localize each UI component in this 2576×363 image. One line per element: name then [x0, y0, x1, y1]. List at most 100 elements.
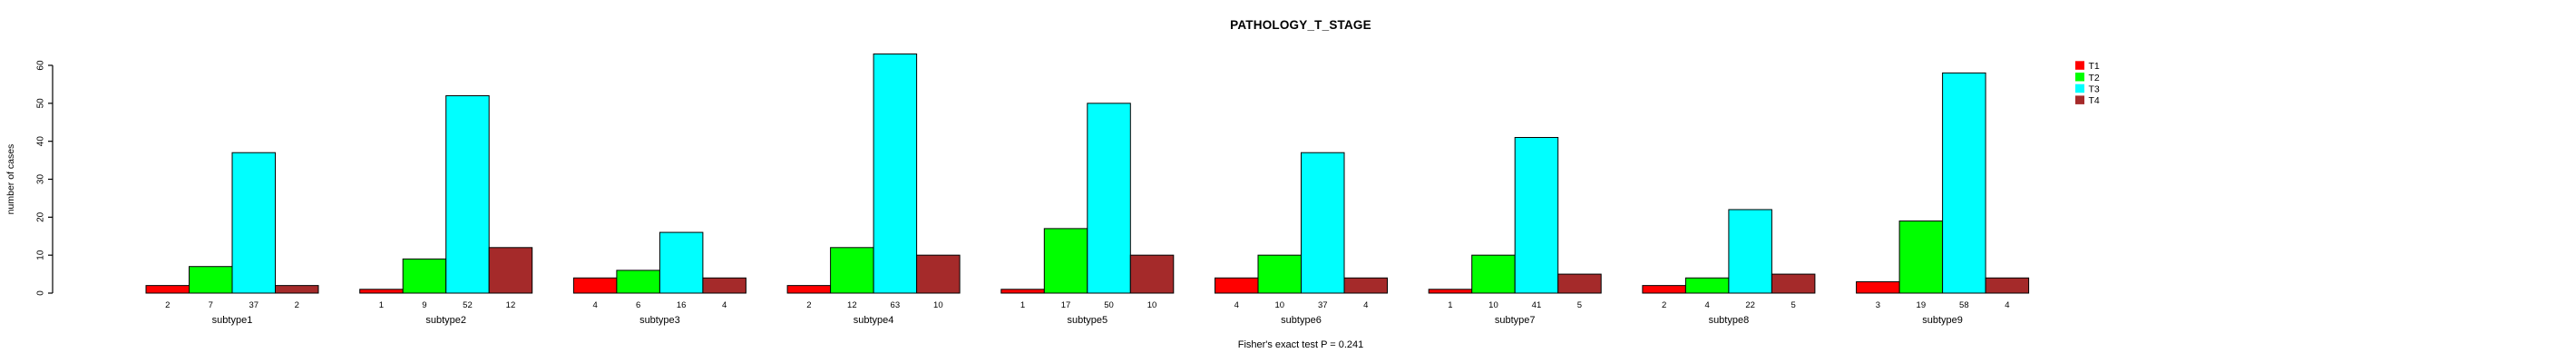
bar-subtype9-T3 — [1942, 72, 1986, 294]
y-tick-label: 20 — [36, 211, 46, 222]
category-label-subtype3: subtype3 — [639, 315, 680, 326]
bar-subtype2-T4 — [488, 247, 533, 294]
bar-value-labels: 2 7 37 2 1 9 52 12 4 6 16 4 2 12 63 10 1 17 50 10 4 10 37 4 1 10 4… — [165, 300, 2009, 310]
bar-value-label-subtype4-T1: 2 — [806, 300, 811, 310]
bar-subtype7-T1 — [1428, 289, 1473, 294]
legend-label-T2: T2 — [2089, 73, 2100, 83]
bar-subtype2-T3 — [445, 94, 490, 294]
bar-value-label-subtype4-T3: 63 — [891, 300, 901, 310]
y-tick-label: 60 — [36, 60, 46, 71]
fisher-test-annotation: Fisher's exact test P = 0.241 — [1238, 339, 1364, 350]
bar-subtype9-T4 — [1985, 277, 2030, 294]
bar-value-label-subtype1-T3: 37 — [249, 300, 259, 310]
bar-value-label-subtype6-T1: 4 — [1234, 300, 1239, 310]
bar-subtype6-T1 — [1215, 277, 1259, 294]
bar-subtype7-T3 — [1514, 136, 1559, 294]
legend-label-T1: T1 — [2089, 61, 2100, 72]
bar-subtype3-T3 — [659, 231, 704, 294]
y-tick-label: 0 — [36, 290, 46, 296]
bar-value-label-subtype7-T3: 41 — [1532, 300, 1542, 310]
bar-subtype8-T2 — [1684, 277, 1730, 294]
bar-subtype5-T1 — [1000, 289, 1045, 294]
bar-subtype8-T4 — [1771, 273, 1816, 294]
bar-value-label-subtype7-T4: 5 — [1577, 300, 1582, 310]
legend-swatch-T2 — [2075, 73, 2084, 82]
bar-value-label-subtype8-T1: 2 — [1662, 300, 1666, 310]
bar-value-label-subtype7-T2: 10 — [1488, 300, 1498, 310]
bar-value-label-subtype3-T3: 16 — [677, 300, 687, 310]
legend-swatch-T3 — [2075, 83, 2084, 93]
bar-value-label-subtype2-T2: 9 — [422, 300, 426, 310]
bar-value-label-subtype8-T2: 4 — [1705, 300, 1710, 310]
category-labels: subtype1 subtype2 subtype3 subtype4 subtype5… — [212, 315, 1963, 326]
bar-value-label-subtype4-T2: 12 — [847, 300, 857, 310]
category-label-subtype5: subtype5 — [1067, 315, 1107, 326]
legend-label-T4: T4 — [2089, 95, 2100, 106]
bar-value-label-subtype3-T4: 4 — [722, 300, 727, 310]
category-label-subtype1: subtype1 — [212, 315, 253, 326]
bar-subtype5-T2 — [1043, 228, 1088, 294]
chart-title: PATHOLOGY_T_STAGE — [1230, 18, 1371, 32]
bar-value-label-subtype1-T2: 7 — [209, 300, 213, 310]
y-tick-label: 50 — [36, 98, 46, 109]
category-label-subtype8: subtype8 — [1709, 315, 1750, 326]
legend-swatch-T4 — [2075, 95, 2084, 104]
bar-subtype5-T4 — [1129, 254, 1175, 294]
bar-value-label-subtype9-T4: 4 — [2005, 300, 2009, 310]
bar-subtype4-T3 — [873, 53, 918, 294]
bar-subtype2-T1 — [359, 289, 404, 294]
bar-subtype6-T2 — [1257, 254, 1302, 294]
bar-value-label-subtype1-T4: 2 — [295, 300, 299, 310]
bar-value-label-subtype8-T4: 5 — [1791, 300, 1796, 310]
bar-value-label-subtype4-T4: 10 — [933, 300, 943, 310]
bar-subtype9-T1 — [1856, 280, 1900, 294]
bar-subtype4-T1 — [786, 285, 832, 294]
bar-value-label-subtype1-T1: 2 — [165, 300, 170, 310]
category-label-subtype6: subtype6 — [1281, 315, 1322, 326]
bar-subtype5-T3 — [1087, 103, 1131, 294]
bar-value-label-subtype6-T3: 37 — [1318, 300, 1328, 310]
bar-value-label-subtype3-T1: 4 — [593, 300, 598, 310]
bar-subtype6-T4 — [1343, 277, 1388, 294]
category-label-subtype2: subtype2 — [425, 315, 466, 326]
category-label-subtype7: subtype7 — [1495, 315, 1536, 326]
bar-subtype7-T4 — [1557, 273, 1602, 294]
bar-subtype2-T2 — [402, 258, 447, 294]
bar-value-label-subtype2-T1: 1 — [379, 300, 384, 310]
bar-value-label-subtype5-T2: 17 — [1061, 300, 1071, 310]
bar-subtype1-T2 — [189, 266, 233, 294]
category-label-subtype9: subtype9 — [1922, 315, 1963, 326]
bar-value-label-subtype9-T2: 19 — [1917, 300, 1927, 310]
bar-value-label-subtype3-T2: 6 — [636, 300, 640, 310]
bar-value-label-subtype9-T3: 58 — [1959, 300, 1969, 310]
y-tick-label: 10 — [36, 250, 46, 260]
bar-value-label-subtype6-T2: 10 — [1274, 300, 1284, 310]
y-tick-label: 40 — [36, 136, 46, 147]
bar-subtype6-T3 — [1301, 152, 1345, 294]
bar-value-label-subtype2-T4: 12 — [506, 300, 516, 310]
y-axis: 0 10 20 30 40 50 60 — [36, 60, 54, 296]
bar-subtype4-T2 — [830, 247, 874, 294]
category-label-subtype4: subtype4 — [854, 315, 894, 326]
bar-subtype1-T4 — [275, 285, 319, 294]
legend-label-T3: T3 — [2089, 84, 2100, 95]
bar-subtype1-T3 — [231, 152, 276, 294]
bar-value-label-subtype5-T1: 1 — [1020, 300, 1025, 310]
bar-subtype3-T4 — [702, 277, 746, 294]
y-tick-label: 30 — [36, 174, 46, 185]
bar-value-label-subtype9-T1: 3 — [1876, 300, 1880, 310]
bar-value-label-subtype7-T1: 1 — [1448, 300, 1452, 310]
bar-subtype1-T1 — [145, 285, 190, 294]
bar-value-label-subtype6-T4: 4 — [1363, 300, 1368, 310]
bar-value-label-subtype8-T3: 22 — [1745, 300, 1755, 310]
bar-subtype9-T2 — [1898, 221, 1944, 294]
bar-value-label-subtype5-T3: 50 — [1104, 300, 1114, 310]
bar-value-label-subtype5-T4: 10 — [1147, 300, 1157, 310]
bar-groups — [145, 53, 2030, 294]
bar-value-label-subtype2-T3: 52 — [463, 300, 473, 310]
bar-subtype8-T1 — [1642, 285, 1686, 294]
bar-subtype8-T3 — [1728, 209, 1772, 294]
bar-subtype7-T2 — [1471, 254, 1516, 294]
